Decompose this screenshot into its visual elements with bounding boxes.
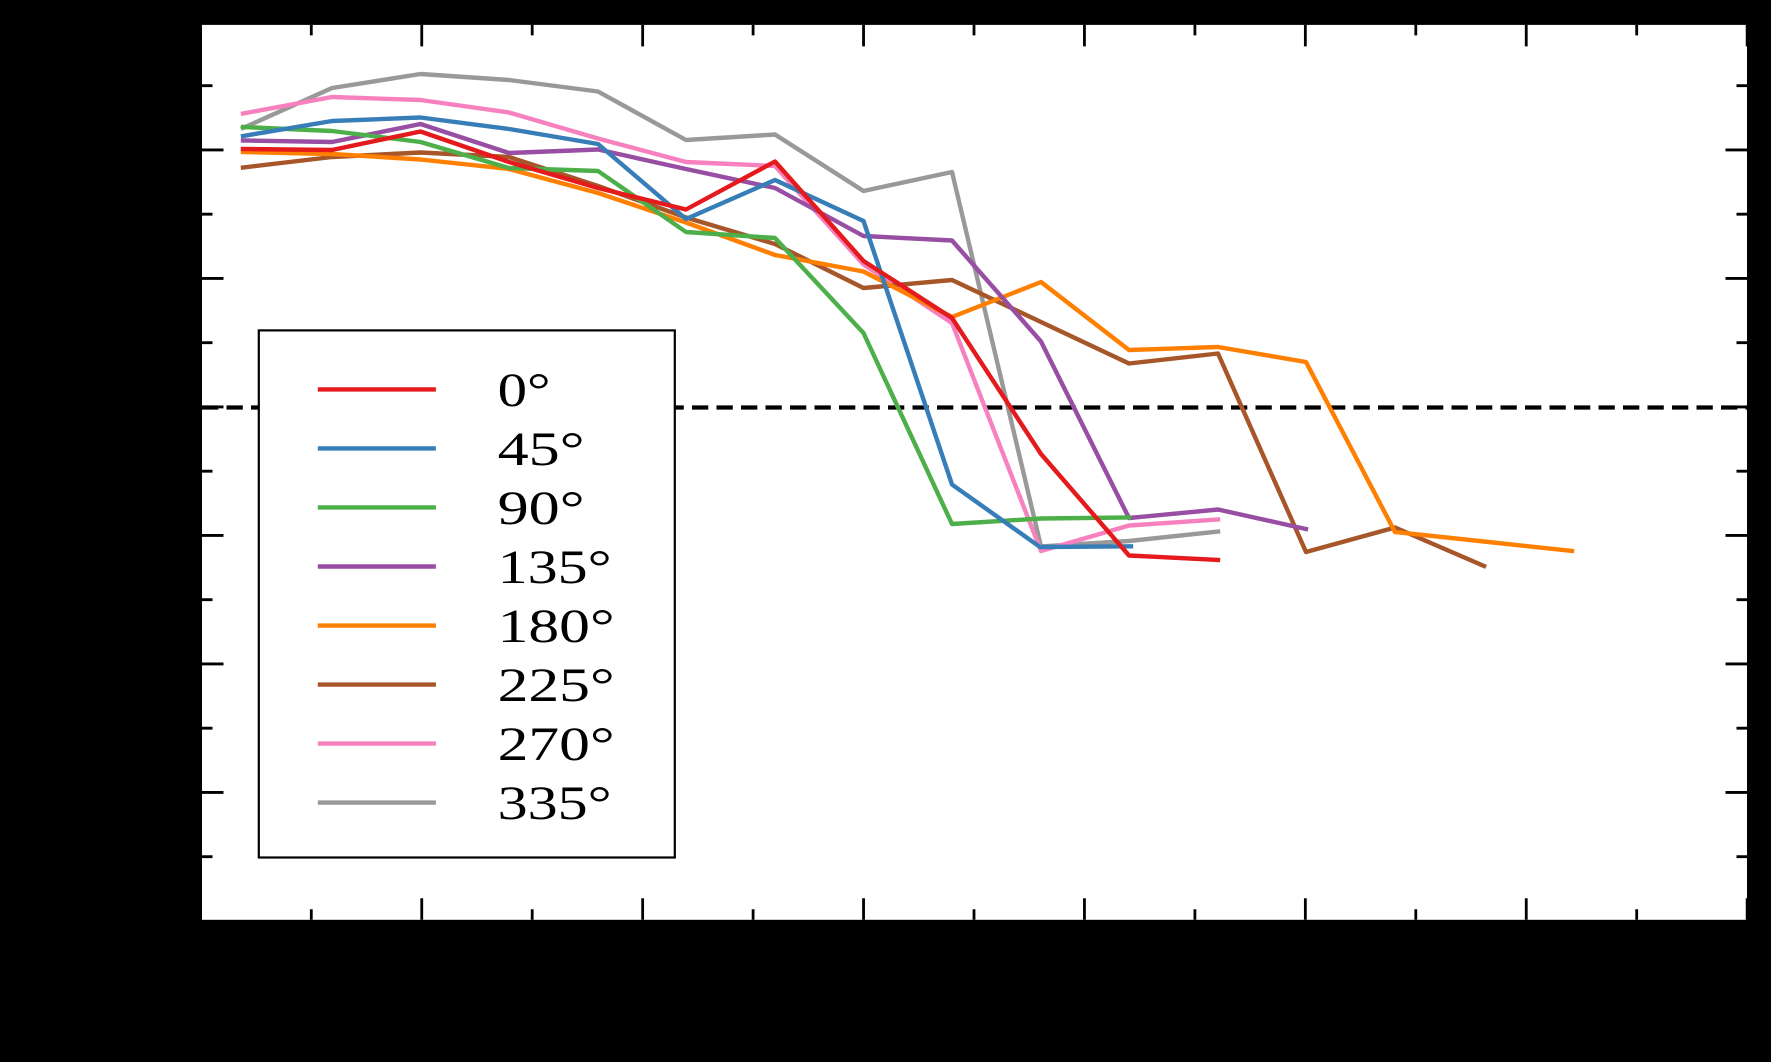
svg-text:270°: 270° [498,718,615,771]
svg-text:225°: 225° [498,659,615,712]
svg-text:335°: 335° [498,777,612,830]
svg-text:90°: 90° [498,482,585,535]
svg-text:45°: 45° [498,423,585,476]
svg-text:0°: 0° [498,364,551,417]
svg-text:180°: 180° [498,600,615,653]
svg-text:135°: 135° [498,541,612,594]
